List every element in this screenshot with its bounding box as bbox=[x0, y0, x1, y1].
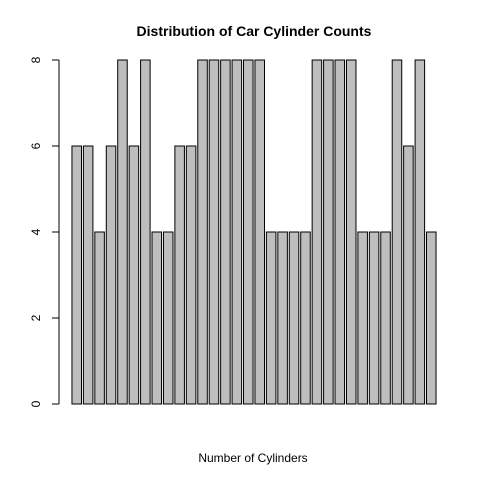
bar-6 bbox=[128, 145, 140, 405]
bar-27 bbox=[368, 231, 380, 405]
bars-group bbox=[71, 59, 437, 405]
bar-5 bbox=[117, 59, 128, 405]
y-tick-label-0: 0 bbox=[29, 400, 43, 407]
bar-19 bbox=[277, 231, 288, 405]
bar-14 bbox=[220, 59, 231, 405]
bar-23 bbox=[323, 59, 334, 405]
bar-28 bbox=[380, 231, 391, 405]
bar-25 bbox=[345, 59, 357, 405]
bar-21 bbox=[300, 231, 311, 405]
bar-8 bbox=[151, 231, 163, 405]
bar-3 bbox=[94, 231, 105, 405]
bar-22 bbox=[311, 59, 323, 405]
bar-17 bbox=[254, 59, 265, 405]
y-tick-label-4: 4 bbox=[29, 228, 43, 235]
bar-11 bbox=[185, 145, 197, 405]
bar-1 bbox=[71, 145, 82, 405]
bar-7 bbox=[140, 59, 151, 405]
bar-10 bbox=[174, 145, 185, 405]
bar-9 bbox=[162, 231, 174, 405]
bar-20 bbox=[288, 231, 300, 405]
y-tick-label-8: 8 bbox=[29, 56, 43, 63]
y-tick-label-6: 6 bbox=[29, 142, 43, 149]
x-axis-label: Number of Cylinders bbox=[198, 451, 307, 465]
y-tick-label-2: 2 bbox=[29, 314, 43, 321]
bar-31 bbox=[414, 59, 426, 405]
chart-title: Distribution of Car Cylinder Counts bbox=[137, 23, 372, 39]
bar-29 bbox=[391, 59, 403, 405]
bar-2 bbox=[82, 145, 94, 405]
bar-32 bbox=[426, 231, 437, 405]
bar-4 bbox=[105, 145, 117, 405]
bar-30 bbox=[403, 145, 414, 405]
bar-13 bbox=[208, 59, 220, 405]
bar-15 bbox=[231, 59, 243, 405]
bar-16 bbox=[243, 59, 254, 405]
y-axis: 0 2 4 6 8 bbox=[29, 56, 60, 407]
bar-24 bbox=[334, 59, 346, 405]
bar-26 bbox=[357, 231, 368, 405]
bar-12 bbox=[197, 59, 208, 405]
bar-18 bbox=[265, 231, 277, 405]
